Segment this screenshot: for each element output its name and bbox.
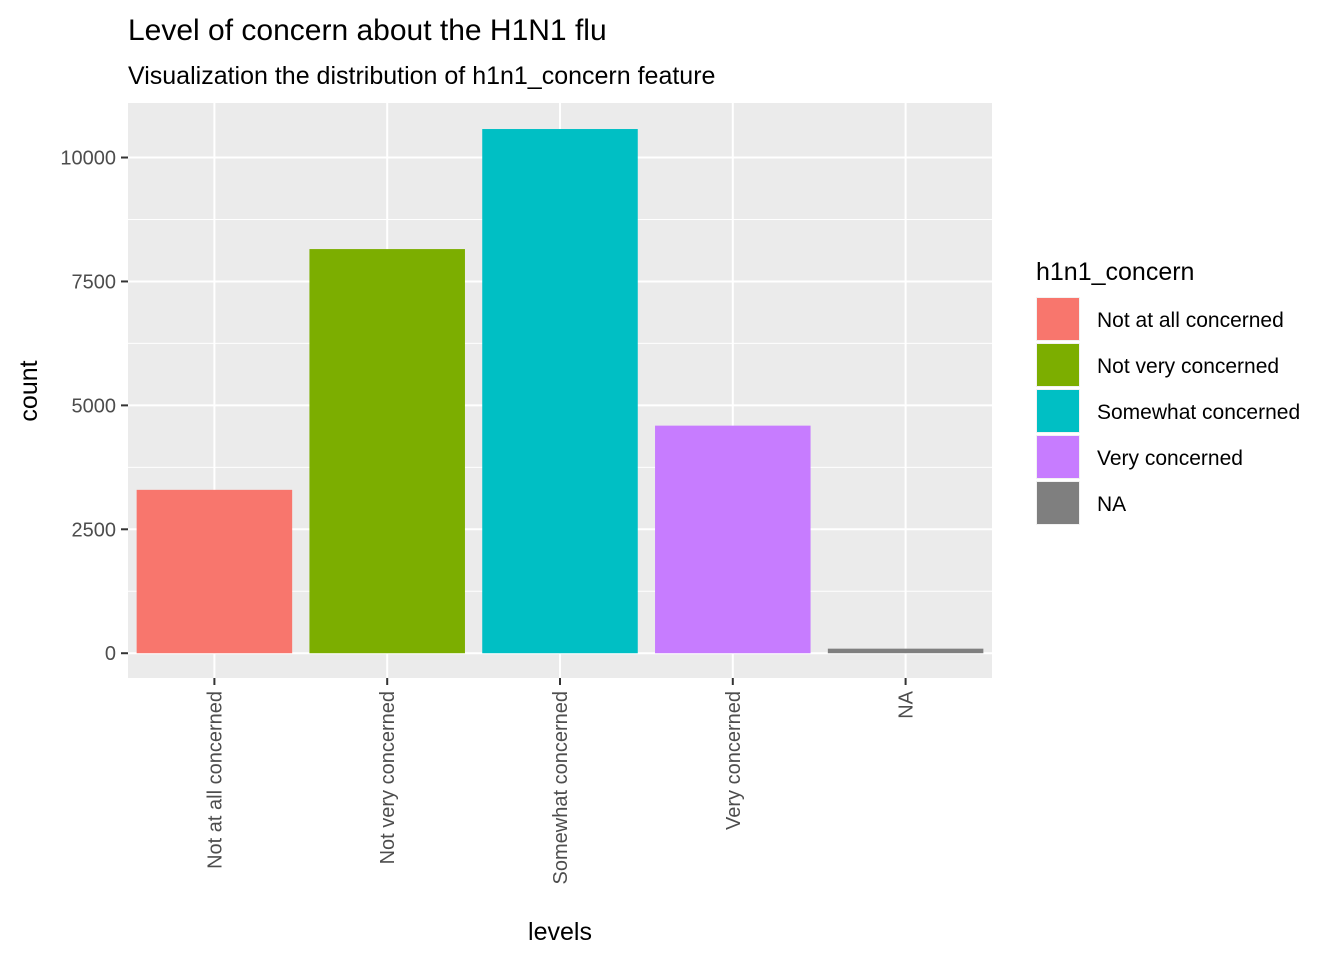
legend-label: Very concerned	[1097, 447, 1243, 470]
legend-swatch	[1037, 298, 1079, 340]
x-axis: Not at all concerned Not very concerned So…	[204, 678, 918, 884]
chart-title: Level of concern about the H1N1 flu	[128, 14, 607, 47]
bar	[655, 425, 811, 654]
legend-swatch	[1037, 390, 1079, 432]
y-axis-title: count	[15, 360, 43, 421]
x-tick-label: Very concerned	[723, 691, 745, 830]
chart-subtitle: Visualization the distribution of h1n1_c…	[128, 62, 715, 90]
bar	[827, 648, 984, 654]
legend-swatch	[1037, 344, 1079, 386]
legend-title: h1n1_concern	[1036, 258, 1194, 286]
legend-swatch	[1037, 436, 1079, 478]
y-tick-label: 7500	[72, 271, 117, 293]
x-axis-title: levels	[528, 918, 592, 946]
x-tick-label: Not at all concerned	[204, 691, 226, 869]
legend-label: Not at all concerned	[1097, 309, 1284, 332]
legend-label: Somewhat concerned	[1097, 401, 1300, 424]
legend: h1n1_concern Not at all concerned Not ver…	[1036, 258, 1300, 525]
x-tick-label: Not very concerned	[377, 691, 399, 864]
legend-items: Not at all concerned Not very concerned So…	[1036, 297, 1300, 525]
y-tick-label: 0	[105, 643, 116, 665]
legend-swatch	[1037, 482, 1079, 524]
legend-label: Not very concerned	[1097, 355, 1279, 378]
bar	[309, 249, 465, 654]
bar	[136, 489, 293, 654]
y-axis: 0 2500 5000 7500 10000	[60, 148, 128, 665]
y-tick-label: 5000	[72, 395, 117, 417]
y-tick-label: 2500	[72, 519, 117, 541]
legend-label: NA	[1097, 493, 1126, 516]
y-tick-label: 10000	[60, 148, 116, 170]
bar	[482, 129, 638, 654]
bars	[136, 129, 984, 654]
x-tick-label: NA	[896, 690, 918, 718]
x-tick-label: Somewhat concerned	[550, 691, 572, 884]
